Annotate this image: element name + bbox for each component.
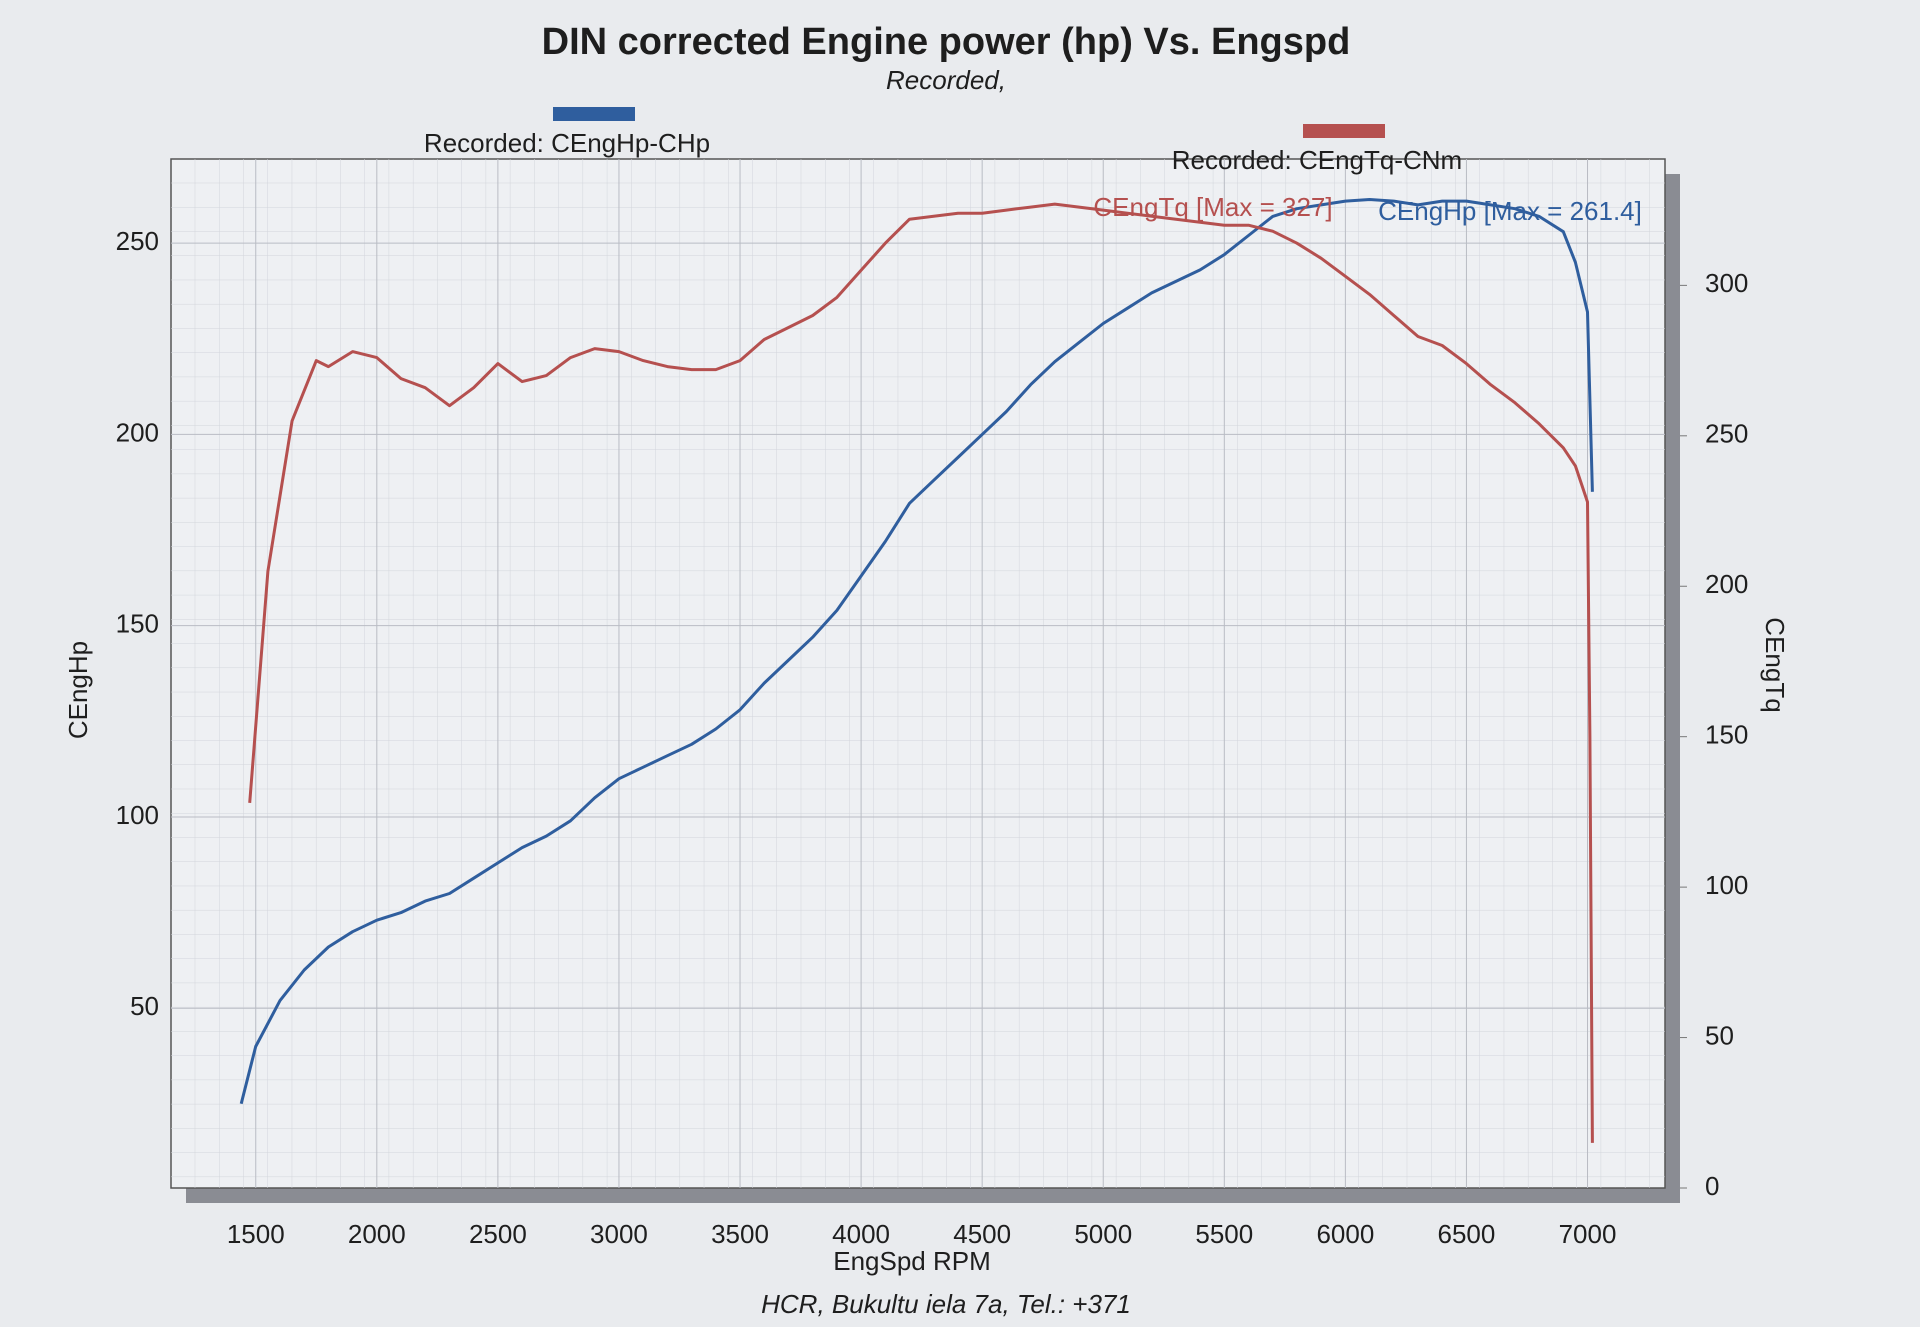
chart-title: DIN corrected Engine power (hp) Vs. Engs… [542, 21, 1351, 63]
annotation: CEngHp [Max = 261.4] [1378, 196, 1642, 226]
y2-tick-label: 0 [1705, 1171, 1719, 1201]
x-tick-label: 6000 [1316, 1219, 1374, 1249]
legend-label: Recorded: CEngHp-CHp [424, 128, 710, 158]
y-tick-label: 200 [116, 417, 159, 447]
y2-tick-label: 200 [1705, 569, 1748, 599]
footer: HCR, Bukultu iela 7a, Tel.: +371 [761, 1289, 1131, 1319]
x-tick-label: 5000 [1074, 1219, 1132, 1249]
y-tick-label: 150 [116, 609, 159, 639]
legend-swatch [553, 107, 635, 121]
x-tick-label: 6500 [1438, 1219, 1496, 1249]
y-tick-label: 250 [116, 226, 159, 256]
y-tick-label: 100 [116, 800, 159, 830]
chart-subtitle: Recorded, [886, 65, 1006, 95]
x-tick-label: 5500 [1195, 1219, 1253, 1249]
y2-tick-label: 100 [1705, 870, 1748, 900]
x-tick-label: 4000 [832, 1219, 890, 1249]
y2-tick-label: 250 [1705, 419, 1748, 449]
x-tick-label: 3500 [711, 1219, 769, 1249]
x-tick-label: 2000 [348, 1219, 406, 1249]
y2-tick-label: 150 [1705, 720, 1748, 750]
x-tick-label: 7000 [1559, 1219, 1617, 1249]
legend-swatch [1303, 124, 1385, 138]
minor-grid [171, 159, 1665, 1188]
legend-label: Recorded: CEngTq-CNm [1172, 145, 1462, 175]
x-tick-label: 1500 [227, 1219, 285, 1249]
line [239, 198, 1594, 1105]
y-tick-label: 50 [130, 991, 159, 1021]
x-tick-label: 3000 [590, 1219, 648, 1249]
x-axis-label: EngSpd RPM [833, 1246, 991, 1276]
line [248, 202, 1594, 1143]
y2-axis-label: CEngTq [1760, 617, 1790, 712]
x-tick-label: 2500 [469, 1219, 527, 1249]
annotation: CEngTq [Max = 327] [1093, 192, 1332, 222]
y2-tick-label: 300 [1705, 268, 1748, 298]
y2-tick-label: 50 [1705, 1020, 1734, 1050]
x-tick-label: 4500 [953, 1219, 1011, 1249]
y-axis-label: CEngHp [63, 641, 93, 739]
